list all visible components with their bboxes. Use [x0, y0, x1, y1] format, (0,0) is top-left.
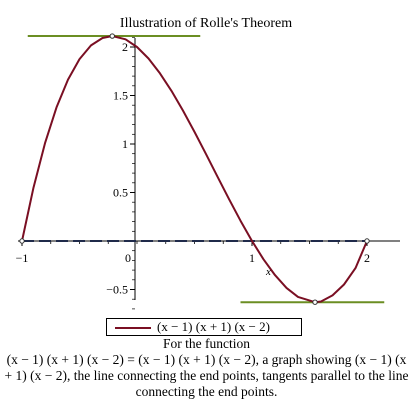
marked-point: [109, 33, 115, 39]
marked-point: [364, 238, 370, 244]
y-tick-label: 2: [122, 40, 128, 54]
plot-area: Illustration of Rolle's Theorem −1 0 1 2 x −0.…: [16, 16, 400, 310]
y-tick-label: 1.5: [113, 89, 128, 103]
legend-label: (x − 1) (x + 1) (x − 2): [157, 319, 270, 334]
x-tick-label: 2: [364, 251, 370, 265]
marked-point: [19, 238, 25, 244]
x-tick-label: 0: [125, 251, 131, 265]
x-axis-label: x: [265, 266, 271, 278]
caption-body: (x − 1) (x + 1) (x − 2) = (x − 1) (x + 1…: [4, 352, 409, 399]
legend-swatch: [115, 327, 151, 329]
marked-point: [312, 299, 318, 305]
y-tick-label: 1: [122, 137, 128, 151]
x-tick-label: −1: [16, 251, 29, 265]
caption-title: For the function: [163, 336, 250, 351]
y-tick-label: 0.5: [113, 186, 128, 200]
y-tick-label: −0.5: [106, 283, 128, 297]
chart-title: Illustration of Rolle's Theorem: [120, 16, 292, 31]
legend: (x − 1) (x + 1) (x − 2): [106, 318, 302, 336]
function-curve: [21, 35, 368, 304]
caption: For the function (x − 1) (x + 1) (x − 2)…: [0, 336, 413, 400]
x-tick-label: 1: [249, 251, 255, 265]
